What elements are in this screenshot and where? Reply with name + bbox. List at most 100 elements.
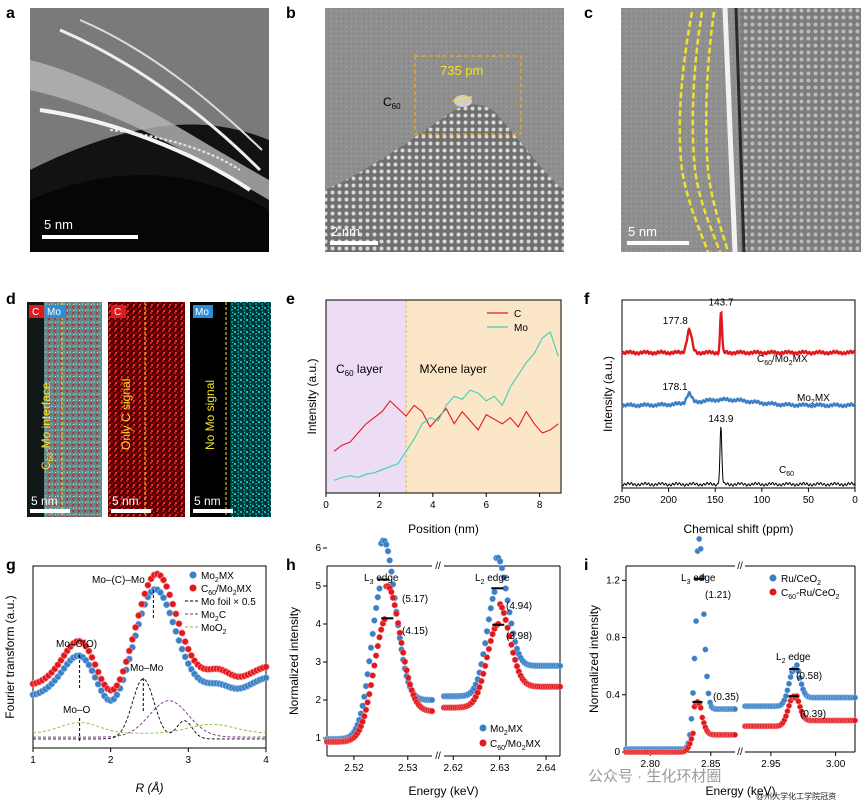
edge-label-rest: edge [373, 573, 398, 584]
tem-image-c [621, 7, 861, 253]
x-tick-label: 200 [660, 495, 677, 506]
data-point [376, 634, 383, 641]
peak-marker [692, 700, 703, 703]
peak-label: (5.17) [402, 594, 428, 605]
legend-swatch [189, 571, 197, 579]
data-point [481, 662, 489, 670]
data-point [97, 675, 105, 683]
eds-map-carbon-signal [108, 302, 185, 517]
data-point [394, 619, 402, 627]
scale-label: 5 nm [31, 494, 58, 508]
data-point [91, 661, 99, 669]
edge-label: L2 edge [776, 652, 811, 665]
panel-i: i ////00.40.81.22.80 2.85 2.95 3.00 L3 edge… [584, 535, 859, 798]
panel-letter: g [6, 557, 16, 574]
data-point [141, 590, 149, 598]
data-point [88, 667, 96, 675]
watermark: 公众号 · 生化环材圈 [588, 768, 721, 785]
data-point [509, 649, 517, 656]
x-tick-label: 2 [377, 500, 383, 511]
legend: Ru/CeO2 C60-Ru/CeO2 [769, 574, 839, 601]
data-point [113, 691, 121, 699]
panel-letter: e [286, 291, 295, 308]
series-label-sub: 60 [764, 360, 772, 367]
x-axis-label: Energy (keV) [408, 784, 478, 798]
data-point [504, 597, 511, 604]
series-label-part: /Mo [772, 354, 789, 365]
scale-label: 5 nm [628, 224, 657, 239]
c60-label-sub: 60 [392, 102, 401, 111]
series-label-part: C [779, 465, 786, 476]
x-tick-label: 2.52 [344, 763, 364, 774]
data-point [508, 641, 515, 648]
series-line [33, 678, 266, 740]
data-point [403, 666, 410, 674]
boundary-line [678, 11, 710, 253]
panel-letter: c [584, 5, 593, 22]
data-point [489, 630, 496, 638]
data-point [787, 673, 794, 681]
peak-marker [491, 587, 504, 590]
legend-label-sub: 2 [835, 594, 839, 601]
data-point [689, 730, 697, 737]
region-c60 [326, 300, 407, 493]
data-point [483, 628, 491, 635]
badge-c-text: C [32, 307, 39, 318]
data-point [166, 609, 174, 617]
data-point [785, 680, 793, 687]
chart-e-plot: 0 2 4 6 8 [323, 299, 562, 511]
data-point [481, 639, 489, 647]
chart-h-plot: // // 1 2 3 4 5 6 2.52 2.53 2.62 2.63 2.64 [315, 537, 564, 774]
legend-swatch [769, 574, 777, 582]
data-point [181, 653, 189, 661]
badge-c [111, 305, 126, 318]
data-point [504, 624, 511, 632]
y-tick-label: 0.4 [606, 690, 620, 701]
legend-label-part: MX [508, 724, 523, 735]
data-point [135, 611, 143, 619]
data-point [371, 662, 378, 669]
y-tick-label: 0 [614, 747, 620, 758]
data-point [487, 604, 495, 612]
scale-label: 5 nm [112, 494, 139, 508]
data-point [372, 652, 380, 659]
panel-letter: i [584, 557, 588, 574]
data-point [796, 674, 804, 681]
plot-frame [32, 565, 267, 749]
data-point [784, 708, 791, 715]
eds-map-overlay-signal [44, 302, 102, 517]
y-tick-label: 0.8 [606, 633, 620, 644]
peak-marker [788, 695, 799, 698]
data-point [784, 687, 791, 694]
data-point [367, 681, 375, 689]
panel-d: d C Mo C60-Mo interface 5 nm C Only C si… [6, 291, 271, 517]
data-point [500, 574, 508, 581]
data-point [700, 611, 707, 618]
data-point [496, 558, 504, 565]
axis-break: // [737, 747, 743, 758]
annotation: Mo–(C)–Mo [92, 575, 145, 586]
legend-label-part: MX [526, 739, 541, 750]
region-mxene [406, 300, 561, 493]
data-point [399, 649, 407, 656]
data-point [113, 682, 121, 690]
data-point [401, 658, 409, 666]
legend-label-sub: 2 [817, 580, 821, 587]
data-point [178, 629, 186, 637]
data-point [169, 618, 177, 626]
edge-label-main: L [776, 652, 782, 663]
data-point [428, 696, 436, 704]
data-point [94, 668, 102, 676]
boundary-line [691, 11, 722, 253]
data-point [187, 651, 195, 659]
peak-label: 143.9 [708, 414, 733, 425]
data-point [166, 591, 174, 599]
data-point [366, 690, 373, 698]
data-point [500, 609, 508, 617]
panel-letter: h [286, 557, 296, 574]
legend-label-sub: 60 [497, 745, 505, 752]
data-point [369, 630, 376, 638]
